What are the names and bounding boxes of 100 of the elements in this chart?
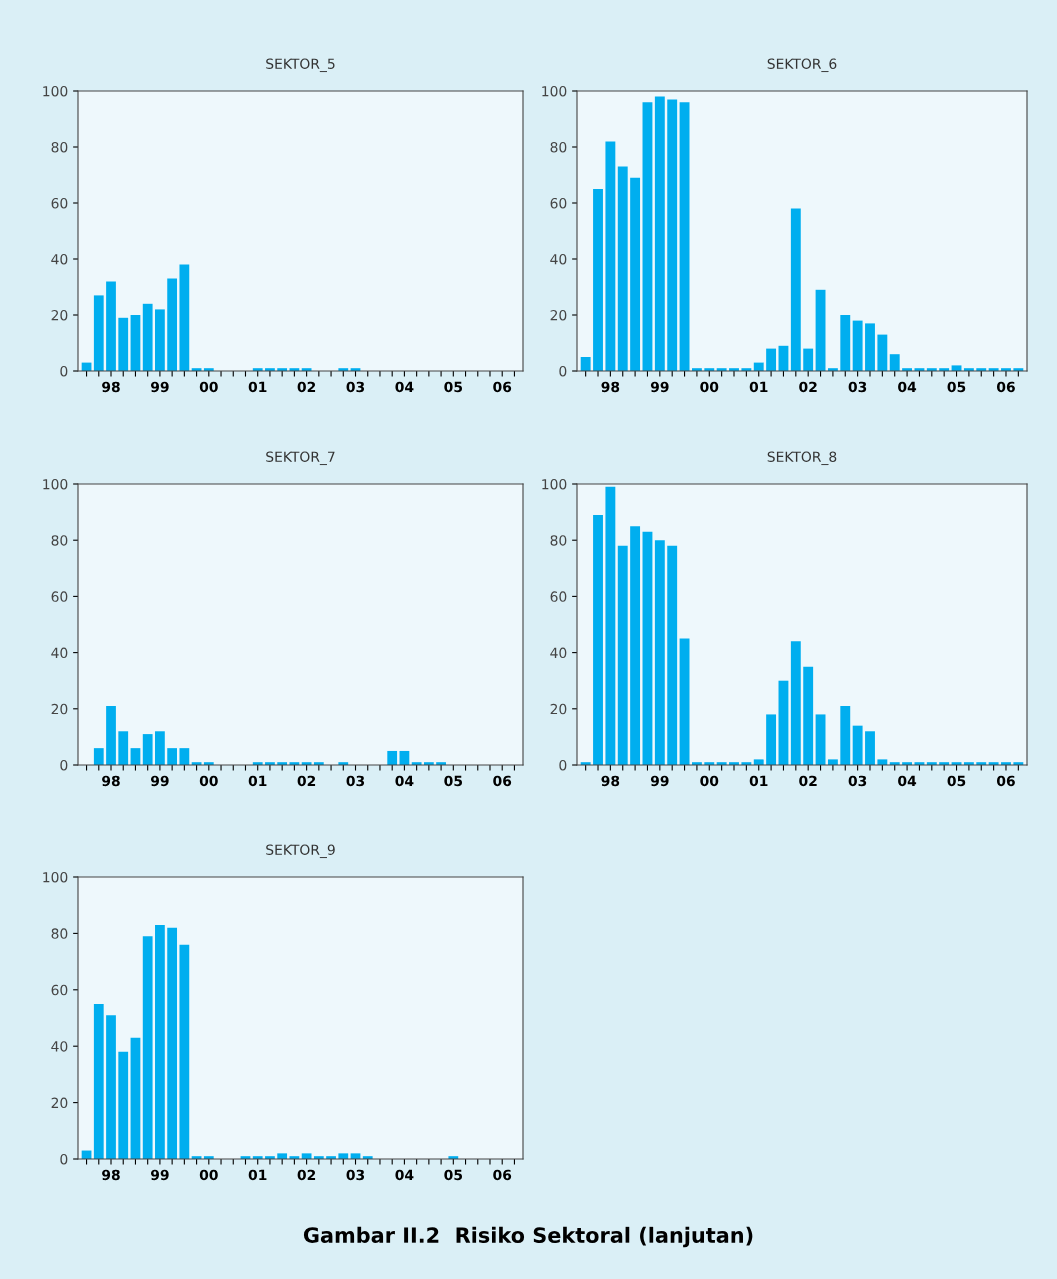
text: Gambar II.2 Risiko Sektoral (lanjutan) (303, 1226, 753, 1248)
x-tick-label: 04 (898, 381, 917, 393)
bar (155, 309, 165, 371)
bar (815, 714, 826, 765)
bar (840, 315, 851, 371)
bar (593, 514, 603, 765)
x-tick-label: 00 (700, 775, 719, 787)
bar (155, 731, 165, 765)
y-tick-label: 20 (550, 703, 567, 715)
x-tick-label: 99 (150, 775, 169, 787)
y-tick-label: 40 (550, 647, 567, 659)
bar (167, 927, 178, 1159)
y-tick-label: 80 (51, 141, 68, 153)
bar (179, 944, 190, 1159)
bar (679, 638, 690, 765)
x-tick-label: 01 (248, 381, 267, 393)
bar (130, 315, 141, 371)
x-tick-label: 04 (395, 381, 414, 393)
y-tick-label: 20 (51, 1097, 68, 1109)
x-tick-label: 02 (799, 775, 817, 787)
bar (840, 705, 851, 765)
chart-title: SEKTOR_7 (266, 451, 335, 466)
x-tick-label: 99 (150, 381, 169, 393)
bar (301, 1153, 312, 1159)
x-tick-label: 03 (848, 775, 867, 787)
x-tick-label: 04 (395, 1169, 414, 1181)
bar (790, 641, 801, 765)
bar (852, 725, 863, 765)
bar (167, 278, 178, 371)
x-tick-label: 04 (898, 775, 917, 787)
y-tick-label: 80 (51, 928, 68, 939)
y-tick-label: 60 (51, 591, 68, 602)
bar (338, 1153, 349, 1159)
x-tick-label: 98 (102, 775, 120, 787)
bar (387, 750, 398, 765)
y-tick-label: 0 (60, 1153, 68, 1165)
x-tick-label: 06 (996, 775, 1015, 787)
bar (142, 936, 153, 1159)
y-tick-label: 40 (51, 647, 68, 659)
bar (277, 1153, 288, 1159)
y-tick-label: 100 (43, 85, 68, 97)
bar (118, 731, 129, 765)
y-tick-label: 0 (60, 759, 68, 771)
bar (179, 748, 190, 765)
y-tick-label: 0 (60, 365, 68, 377)
x-tick-label: 98 (601, 381, 620, 393)
y-tick-label: 60 (550, 197, 567, 209)
bar (179, 264, 190, 371)
x-tick-label: 99 (650, 775, 669, 787)
bar (803, 666, 814, 765)
x-tick-label: 00 (199, 775, 218, 787)
y-tick-label: 100 (43, 871, 68, 883)
x-tick-label: 03 (848, 381, 867, 393)
bar (654, 540, 665, 765)
bar (642, 531, 653, 765)
y-tick-label: 20 (51, 703, 68, 715)
x-tick-label: 02 (297, 775, 316, 787)
y-tick-label: 40 (51, 1041, 68, 1052)
x-tick-label: 06 (493, 1169, 512, 1181)
x-tick-label: 98 (601, 775, 620, 787)
x-tick-label: 00 (199, 1169, 218, 1181)
x-tick-label: 05 (444, 1169, 463, 1181)
x-tick-label: 01 (749, 775, 768, 787)
bar (130, 1037, 141, 1159)
y-tick-label: 0 (559, 759, 567, 771)
bar (815, 289, 826, 371)
x-tick-label: 02 (297, 1169, 316, 1181)
bar (617, 166, 628, 371)
x-tick-label: 05 (444, 775, 463, 787)
bar (106, 1015, 116, 1159)
y-tick-label: 40 (51, 253, 68, 265)
y-tick-label: 100 (43, 478, 68, 490)
bar (605, 141, 616, 371)
bar (93, 295, 104, 371)
y-tick-label: 100 (542, 478, 567, 490)
x-tick-label: 05 (947, 775, 966, 787)
y-tick-label: 80 (51, 535, 68, 546)
x-tick-label: 05 (947, 381, 966, 393)
x-tick-label: 01 (248, 1169, 267, 1181)
chart-title: SEKTOR_9 (266, 844, 335, 859)
x-tick-label: 98 (102, 381, 120, 393)
bar (865, 323, 875, 371)
x-tick-label: 06 (493, 775, 512, 787)
bar (679, 102, 690, 371)
x-tick-label: 00 (700, 381, 719, 393)
x-tick-label: 99 (650, 381, 669, 393)
bar (803, 348, 814, 371)
bar (617, 545, 628, 765)
x-tick-label: 02 (799, 381, 817, 393)
bar (778, 680, 789, 765)
chart-title: SEKTOR_6 (767, 58, 837, 73)
bar (766, 714, 777, 765)
bar (93, 1003, 104, 1159)
y-tick-label: 60 (550, 591, 567, 602)
x-tick-label: 02 (297, 381, 316, 393)
x-tick-label: 04 (395, 775, 414, 787)
bar (93, 748, 104, 765)
y-tick-label: 40 (550, 253, 567, 265)
x-tick-label: 00 (199, 381, 218, 393)
bar (593, 189, 603, 371)
